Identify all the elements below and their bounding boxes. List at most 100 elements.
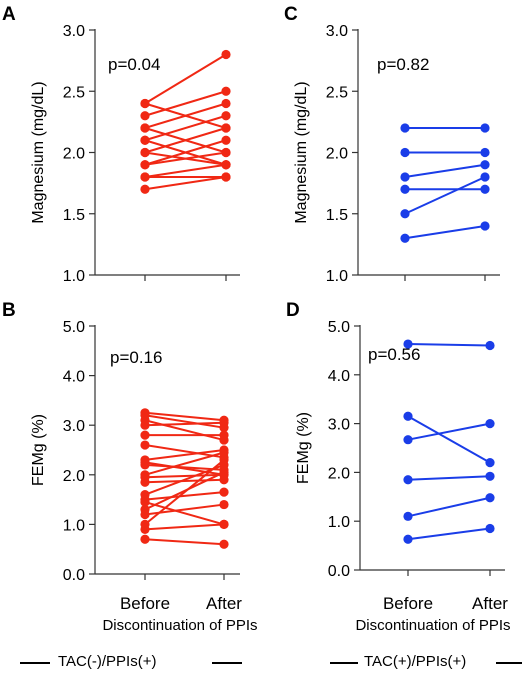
pair-line-b	[144, 473, 225, 479]
pair-line-b	[144, 461, 225, 476]
x-axis-title-d: Discontinuation of PPIs	[355, 617, 510, 634]
y-tick-label-d: 0.0	[328, 563, 350, 580]
pair-line-a	[144, 151, 227, 166]
y-tick-label-a: 2.5	[63, 84, 85, 101]
p-value-b: p=0.16	[110, 348, 162, 367]
y-tick-label-a: 3.0	[63, 23, 85, 40]
legend-label-tac-pos: TAC(+)/PPIs(+)	[364, 653, 467, 670]
pair-line-c	[404, 176, 486, 215]
y-tick-label-c: 2.5	[326, 84, 348, 101]
point-after-b	[219, 455, 229, 465]
point-after-b	[219, 430, 229, 440]
pair-line-a	[144, 102, 227, 129]
point-before-b	[140, 534, 150, 544]
p-value-d: p=0.56	[368, 345, 420, 364]
point-after-b	[219, 499, 229, 510]
point-after-b	[219, 447, 229, 458]
point-before-c	[400, 172, 410, 182]
y-tick-label-b: 0.0	[63, 567, 85, 584]
y-tick-label-c: 1.5	[326, 207, 348, 224]
p-value-a: p=0.04	[108, 55, 160, 74]
point-before-d	[403, 475, 413, 485]
point-before-b	[140, 440, 150, 450]
point-after-a	[221, 172, 231, 182]
point-before-c	[400, 147, 410, 158]
point-before-c	[400, 209, 410, 219]
point-before-a	[140, 135, 150, 145]
pair-line-b	[144, 449, 225, 461]
point-before-b	[140, 457, 150, 467]
y-tick-label-c: 3.0	[326, 23, 348, 40]
pair-line-b	[144, 451, 225, 476]
y-axis-title-a: Magnesium (mg/dL)	[30, 81, 47, 223]
point-after-d	[485, 458, 495, 468]
legend-label-tac-neg: TAC(-)/PPIs(+)	[58, 653, 157, 670]
point-before-a	[140, 172, 150, 182]
point-after-b	[219, 470, 229, 480]
point-before-b	[140, 497, 150, 507]
y-tick-label-a: 1.0	[63, 268, 85, 285]
point-after-b	[219, 487, 229, 497]
y-tick-label-d: 1.0	[328, 514, 350, 531]
y-tick-label-d: 5.0	[328, 319, 350, 336]
category-label-after-b: After	[206, 594, 242, 613]
point-after-a	[221, 160, 231, 170]
pair-line-a	[144, 139, 227, 166]
y-tick-label-a: 1.5	[63, 207, 85, 224]
pair-line-b	[144, 411, 225, 422]
pair-line-d	[407, 475, 491, 481]
y-tick-label-c: 2.0	[326, 146, 348, 163]
pair-line-d	[407, 422, 491, 441]
point-after-a	[221, 98, 231, 109]
category-label-after-d: After	[472, 594, 508, 613]
point-before-a	[140, 98, 150, 109]
panel-letter-a: A	[2, 4, 16, 25]
pair-line-a	[144, 53, 227, 105]
point-before-d	[403, 435, 413, 445]
point-after-a	[221, 147, 231, 158]
point-after-c	[480, 172, 490, 182]
pair-line-c	[404, 163, 486, 178]
y-tick-label-b: 2.0	[63, 468, 85, 485]
pair-line-b	[144, 523, 225, 531]
pair-line-b	[144, 538, 225, 546]
point-after-b	[219, 539, 229, 549]
y-axis-title-c: Magnesium (mg/dL)	[293, 81, 310, 223]
point-before-c	[400, 184, 410, 194]
y-axis-title-b: FEMg (%)	[30, 414, 47, 486]
pair-line-a	[144, 163, 227, 178]
point-after-c	[480, 184, 490, 194]
point-before-d	[403, 534, 413, 544]
pair-line-b	[144, 491, 225, 501]
panel-letter-c: C	[284, 4, 298, 25]
point-before-a	[140, 111, 150, 121]
panel-letter-b: B	[2, 300, 16, 321]
y-tick-label-b: 1.0	[63, 517, 85, 534]
point-after-d	[485, 471, 495, 481]
point-after-b	[219, 519, 229, 530]
point-before-a	[140, 160, 150, 170]
pair-line-d	[407, 527, 491, 541]
point-after-d	[485, 340, 495, 351]
point-before-b	[140, 430, 150, 440]
point-before-a	[140, 147, 150, 158]
point-before-d	[403, 411, 413, 421]
point-after-a	[221, 111, 231, 121]
pair-line-b	[144, 421, 225, 427]
pair-line-a	[144, 176, 227, 191]
pair-line-d	[407, 343, 491, 347]
point-after-d	[485, 419, 495, 429]
legend-line-left-end	[212, 662, 242, 664]
point-after-a	[221, 49, 231, 60]
point-before-c	[400, 233, 410, 243]
legend-line-right-start	[330, 662, 358, 664]
point-before-b	[140, 509, 150, 520]
point-after-b	[219, 418, 229, 428]
pair-line-b	[144, 501, 225, 526]
y-tick-label-b: 3.0	[63, 418, 85, 435]
panel-letter-d: D	[286, 300, 300, 321]
p-value-c: p=0.82	[377, 55, 429, 74]
point-before-b	[140, 477, 150, 487]
category-label-before-d: Before	[383, 594, 433, 613]
